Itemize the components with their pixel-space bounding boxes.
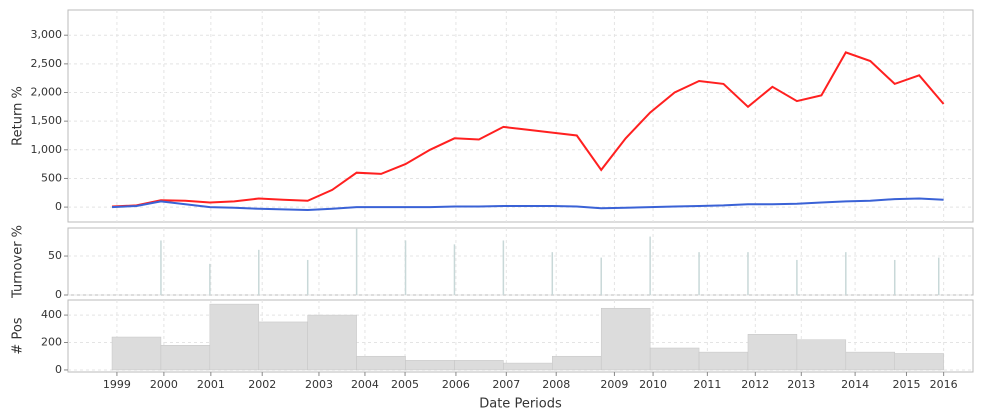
histogram-bar [600,307,651,371]
y-tick-label: 400 [41,308,62,321]
x-tick-label: 2010 [639,378,667,391]
plot-area [67,227,974,296]
y-axis-title: # Pos [11,317,26,354]
histogram-bar [845,351,895,371]
x-tick-label: 2001 [197,378,225,391]
y-tick-label: 2,000 [31,86,63,99]
x-tick-label: 2006 [442,378,470,391]
histogram-bar [796,339,847,371]
y-tick-label: 1,500 [31,114,63,127]
y-tick-label: 0 [55,363,62,376]
histogram-bar [307,314,357,371]
x-tick-label: 2013 [787,378,815,391]
histogram-bar [111,336,162,371]
x-tick-label: 2007 [492,378,520,391]
y-tick-label: 3,000 [31,28,63,41]
x-tick-label: 2009 [600,378,628,391]
x-tick-label: 2005 [391,378,419,391]
y-tick-label: 0 [55,200,62,213]
histogram-bar [209,303,260,371]
y-tick-label: 1,000 [31,143,63,156]
plot-area [67,9,974,223]
x-tick-label: 2008 [542,378,570,391]
histogram-bar [503,362,553,371]
y-axis-title: Return % [11,86,26,146]
y-tick-label: 500 [41,171,62,184]
y-axis-title: Turnover % [11,225,26,299]
x-tick-label: 1999 [103,378,131,391]
histogram-bar [160,345,211,371]
x-tick-label: 2004 [351,378,379,391]
x-tick-label: 2000 [150,378,178,391]
line-series [111,51,945,208]
y-tick-label: 2,500 [31,57,63,70]
histogram-bar [698,351,749,371]
x-axis-title: Date Periods [479,397,562,412]
x-tick-label: 2011 [693,378,721,391]
x-tick-label: 2015 [892,378,920,391]
histogram-bar [356,355,406,371]
line-series [111,197,944,212]
histogram-bar [894,353,944,371]
histogram-bar [405,360,455,371]
histogram-bar [747,334,798,371]
x-tick-label: 2012 [741,378,769,391]
histogram-bar [258,321,308,371]
y-tick-label: 50 [48,249,62,262]
x-tick-label: 2014 [841,378,869,391]
x-tick-label: 2016 [930,378,958,391]
histogram-bar [454,360,504,371]
y-tick-label: 200 [41,336,62,349]
x-tick-label: 2002 [248,378,276,391]
histogram-bar [552,355,602,371]
x-tick-label: 2003 [305,378,333,391]
histogram-bar [649,347,700,371]
y-tick-label: 0 [55,288,62,301]
